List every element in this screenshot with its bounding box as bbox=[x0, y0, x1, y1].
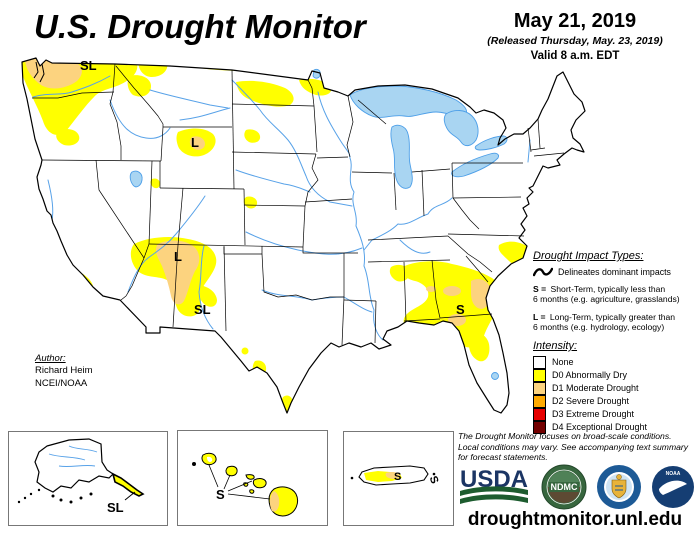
rivers bbox=[32, 75, 531, 341]
alaska-outline bbox=[34, 438, 114, 493]
hawaii-label-pointers bbox=[208, 464, 271, 500]
delineates-label: Delineates dominant impacts bbox=[558, 267, 671, 277]
disclaimer-text: The Drought Monitor focuses on broad-sca… bbox=[458, 431, 689, 463]
author-name: Richard Heim bbox=[35, 365, 93, 377]
swatch-d2 bbox=[533, 394, 546, 408]
intensity-row-d4: D4 Exceptional Drought bbox=[533, 420, 697, 434]
state-borders bbox=[32, 63, 565, 346]
pr-east-islet bbox=[432, 472, 436, 476]
date-block: May 21, 2019 (Released Thursday, May. 23… bbox=[452, 10, 698, 62]
swatch-d3 bbox=[533, 407, 546, 421]
impact-label-puerto-rico: S bbox=[394, 471, 401, 483]
svg-text:NDMC: NDMC bbox=[551, 482, 578, 492]
intensity-row-d2: D2 Severe Drought bbox=[533, 394, 697, 408]
intensity-row-none: None bbox=[533, 355, 697, 369]
puget-sound-detail bbox=[33, 61, 45, 83]
pr-d1-area bbox=[385, 472, 400, 480]
hawaii-inset: S bbox=[177, 430, 328, 526]
alaska-panhandle-d0 bbox=[111, 472, 145, 497]
ndmc-logo: NDMC bbox=[541, 464, 587, 510]
logos-row: USDA NDMC NOAA bbox=[460, 464, 694, 510]
swatch-d0 bbox=[533, 368, 546, 382]
impact-legend: Drought Impact Types: Delineates dominan… bbox=[533, 250, 697, 340]
impact-label-alaska: SL bbox=[107, 500, 124, 515]
released-date: (Released Thursday, May. 23, 2019) bbox=[487, 35, 663, 47]
page-title: U.S. Drought Monitor bbox=[34, 8, 366, 45]
author-block: Author: Richard Heim NCEI/NOAA bbox=[35, 353, 93, 390]
pr-west-islet bbox=[350, 476, 354, 480]
svg-text:NOAA: NOAA bbox=[666, 471, 681, 477]
conus-outline bbox=[21, 57, 586, 414]
impact-label-wyoming: L bbox=[191, 135, 199, 150]
author-title: Author: bbox=[35, 353, 66, 364]
site-url-link[interactable]: droughtmonitor.unl.edu bbox=[467, 509, 683, 530]
puerto-rico-inset: S S bbox=[343, 431, 454, 526]
aleutian-islands bbox=[17, 488, 93, 504]
intensity-row-d0: D0 Abnormally Dry bbox=[533, 368, 697, 382]
impact-label-new-mexico: L bbox=[174, 249, 182, 264]
long-term-definition: L = Long-Term, typically greater than 6 … bbox=[533, 311, 676, 333]
intensity-row-d1: D1 Moderate Drought bbox=[533, 381, 697, 395]
short-term-definition: S = Short-Term, typically less than 6 mo… bbox=[533, 284, 680, 305]
swatch-d1 bbox=[533, 381, 546, 395]
commerce-logo bbox=[597, 465, 641, 509]
intensity-row-d3: D3 Extreme Drought bbox=[533, 407, 697, 421]
great-lakes bbox=[129, 68, 508, 380]
impact-label-puerto-rico-east: S bbox=[427, 474, 441, 485]
author-org: NCEI/NOAA bbox=[35, 377, 88, 389]
impact-label-washington: SL bbox=[80, 58, 97, 73]
swatch-none bbox=[533, 355, 546, 369]
intensity-legend: Intensity: None D0 Abnormally Dry D1 Mod… bbox=[533, 340, 697, 434]
usda-logo: USDA bbox=[460, 466, 528, 504]
impact-legend-title: Drought Impact Types: bbox=[533, 250, 644, 262]
valid-time: Valid 8 a.m. EDT bbox=[530, 50, 620, 62]
hawaii-islands bbox=[192, 452, 299, 517]
impact-label-southeast: S bbox=[456, 302, 465, 317]
impact-label-hawaii: S bbox=[216, 487, 225, 502]
alaska-rivers bbox=[48, 445, 98, 468]
alaska-label-pointer bbox=[124, 491, 136, 501]
map-date: May 21, 2019 bbox=[513, 10, 637, 32]
impact-label-new-mexico-south: SL bbox=[194, 302, 211, 317]
swatch-d4 bbox=[533, 420, 546, 434]
intensity-legend-title: Intensity: bbox=[533, 340, 578, 352]
noaa-logo: NOAA bbox=[652, 466, 694, 508]
impact-squiggle-icon bbox=[533, 267, 553, 277]
alaska-inset: SL bbox=[8, 431, 168, 526]
